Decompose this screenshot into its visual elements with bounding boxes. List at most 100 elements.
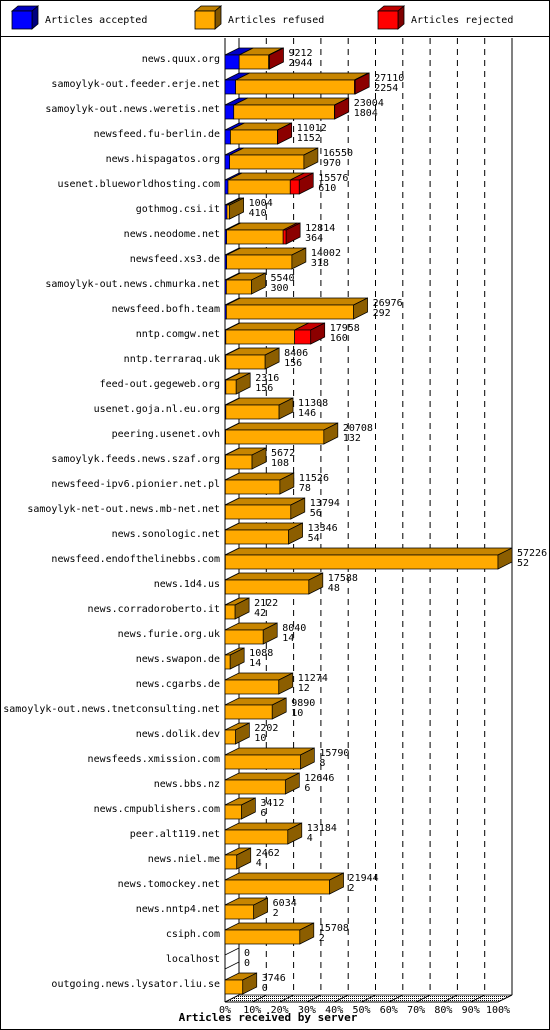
total-value: 11526 [299, 473, 329, 484]
bar-side [253, 897, 269, 920]
legend-label: Articles accepted [45, 15, 147, 26]
bar-accepted [224, 179, 229, 195]
bar-side [323, 422, 339, 445]
bar-side [497, 547, 513, 570]
x-tick-label: 30% [298, 1005, 316, 1016]
total-value: 13184 [307, 823, 337, 834]
accepted-value: 146 [298, 408, 316, 419]
server-label: news.nntp4.net [136, 904, 220, 915]
x-tick-mark [388, 994, 403, 1003]
server-label: news.1d4.us [154, 579, 220, 590]
legend-item-rejected: Articles rejected [376, 5, 513, 30]
total-value: 0 [244, 948, 250, 959]
bar-side [234, 597, 250, 620]
bar-refused-top [224, 872, 344, 881]
bar-refused [230, 129, 278, 145]
server-label: newsfeed-ipv6.pionier.net.pl [51, 479, 220, 490]
bar-side [298, 172, 314, 195]
accepted-value: 318 [311, 258, 329, 269]
x-tick-mark [443, 994, 458, 1003]
total-value: 15708 [319, 923, 349, 934]
server-label: nntp.comgw.net [136, 329, 220, 340]
total-value: 11012 [297, 123, 327, 134]
accepted-value: 156 [284, 358, 302, 369]
x-tick-mark [334, 994, 349, 1003]
bar-refused-top [225, 547, 513, 556]
server-label: news.cmpublishers.com [94, 804, 220, 815]
total-value: 2122 [254, 598, 278, 609]
legend-label: Articles rejected [411, 15, 513, 26]
accepted-value: 156 [255, 383, 273, 394]
bar-side [264, 347, 280, 370]
bar-rejected [294, 329, 312, 345]
total-value: 12646 [304, 773, 334, 784]
server-label: news.neodome.net [124, 229, 220, 240]
x-tick-label: 80% [434, 1005, 452, 1016]
bar-side [235, 722, 250, 745]
bar-side [229, 647, 245, 670]
x-tick-mark [224, 994, 240, 1003]
server-label: nntp.terraraq.uk [124, 354, 220, 365]
bar-refused [225, 429, 325, 445]
total-value: 9212 [288, 48, 312, 59]
bar-refused [224, 929, 301, 945]
total-value: 15576 [318, 173, 348, 184]
bar-refused [226, 229, 284, 245]
accepted-value: 2 [273, 908, 279, 919]
bar-side [251, 447, 267, 470]
total-value: 14002 [311, 248, 341, 259]
bar-side [303, 147, 319, 170]
bar-accepted [224, 154, 230, 170]
bar-refused-top [235, 72, 369, 81]
legend-swatch [377, 10, 399, 30]
total-value: 13346 [308, 523, 338, 534]
server-label: news.sonologic.net [112, 529, 220, 540]
server-label: news.swapon.de [136, 654, 220, 665]
bar-refused [224, 629, 264, 645]
bar-refused [229, 154, 305, 170]
server-label: news.niel.me [148, 854, 220, 865]
bar-refused [238, 54, 270, 70]
server-label: samoylyk-net-out.news.mb-net.net [27, 504, 220, 515]
bar-refused [225, 329, 295, 345]
x-tick-mark [279, 994, 294, 1003]
legend: Articles accepted Articles refused Article… [10, 5, 513, 30]
total-value: 26976 [373, 298, 403, 309]
server-label: news.furie.org.uk [118, 629, 220, 640]
bar-accepted [224, 104, 235, 120]
bar-side [285, 222, 301, 245]
accepted-value: 2 [319, 933, 325, 944]
bar-refused [224, 679, 280, 695]
bar-refused [224, 779, 286, 795]
accepted-value: 410 [249, 208, 267, 219]
bar-side [288, 522, 303, 545]
bar-refused [226, 254, 293, 270]
total-value: 8406 [284, 348, 308, 359]
bar-accepted [224, 54, 240, 70]
bar-refused [224, 479, 281, 495]
accepted-value: 4 [256, 858, 262, 869]
x-tick-label: 20% [271, 1005, 289, 1016]
bar-refused [224, 504, 292, 520]
bar-refused [224, 754, 301, 770]
bar-refused [224, 579, 310, 595]
total-value: 5672 [271, 448, 295, 459]
bar-rejected [282, 229, 287, 245]
total-value: 23004 [354, 98, 384, 109]
